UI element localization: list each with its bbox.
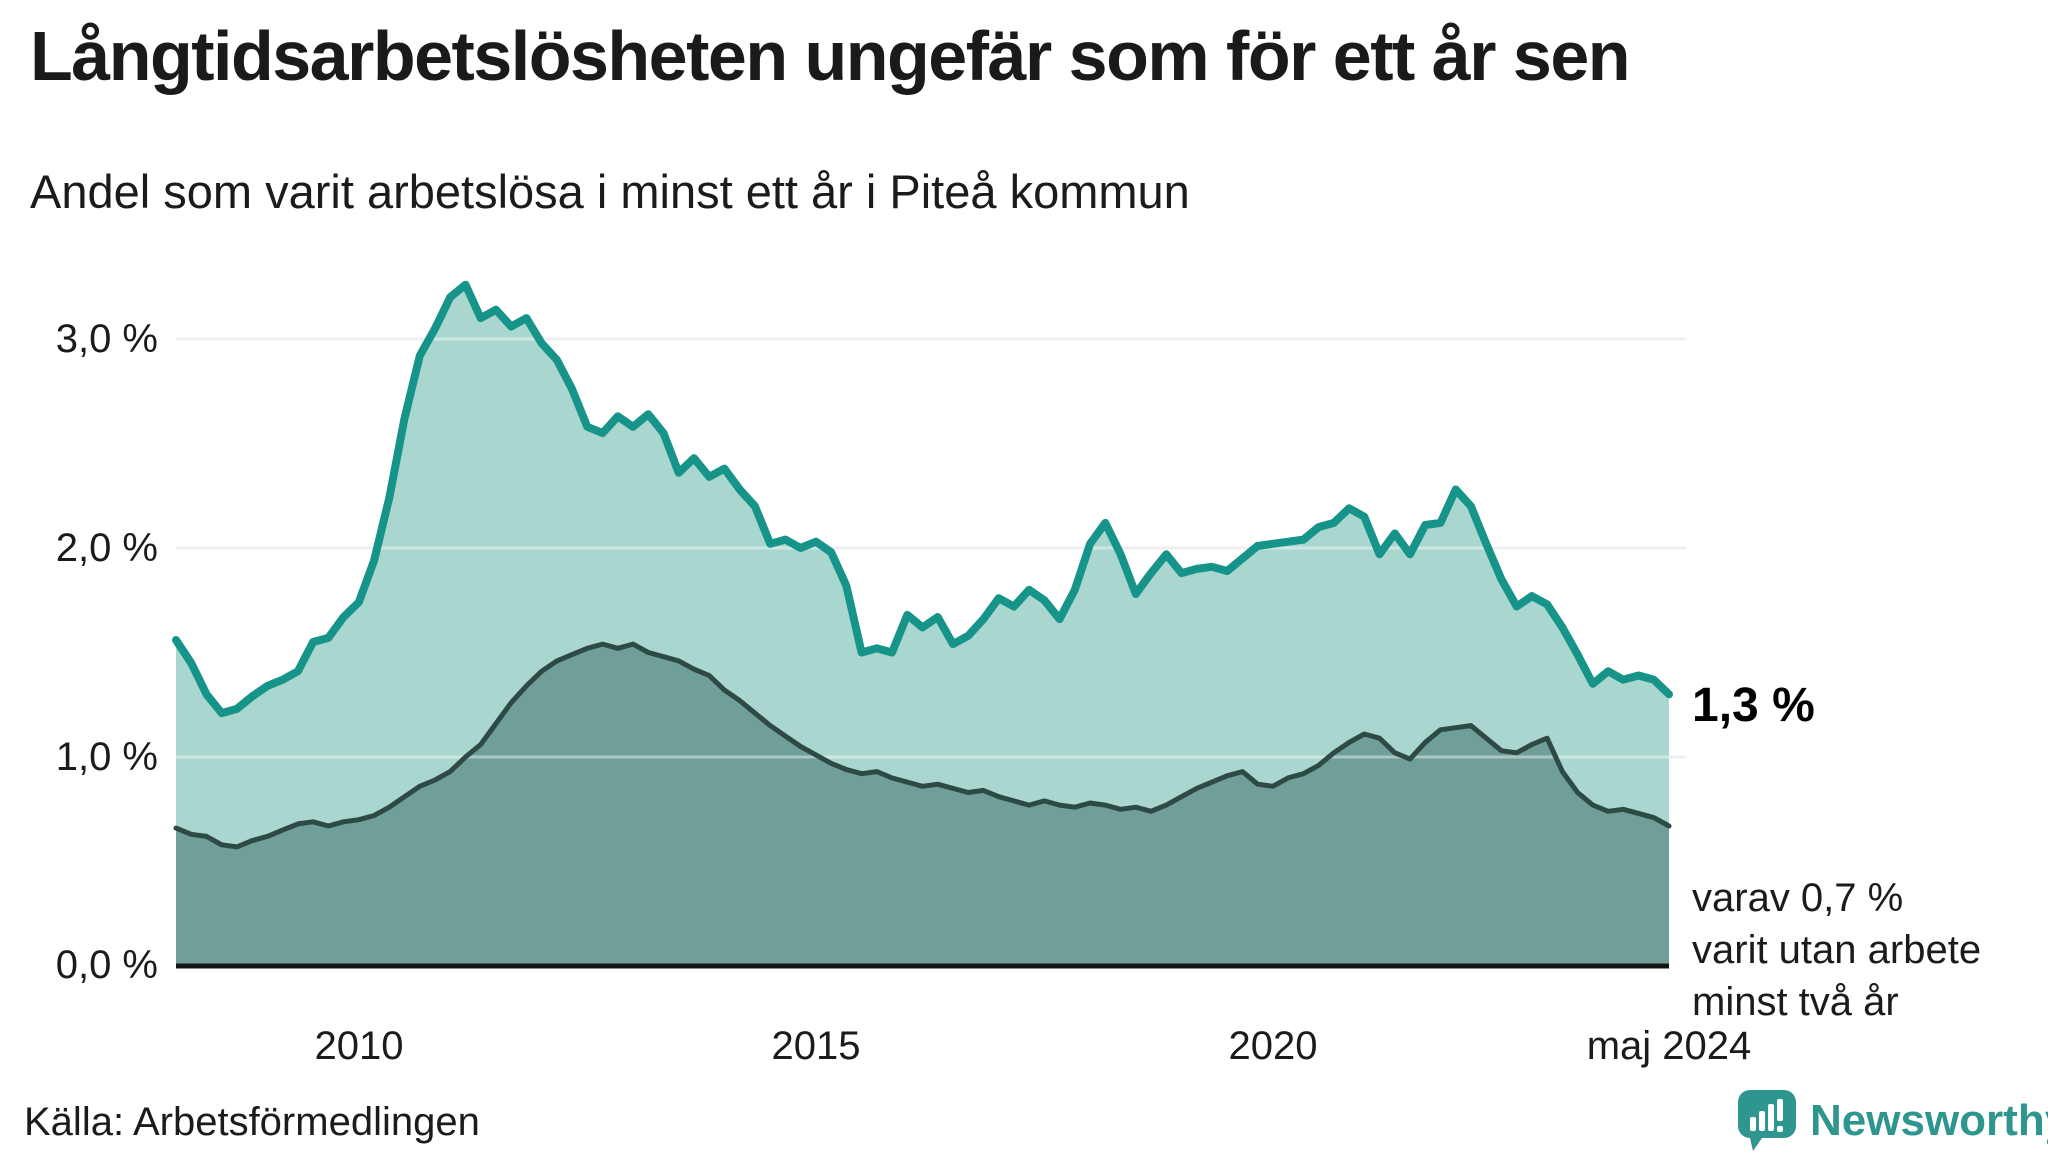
y-axis-tick-label: 1,0 % <box>55 735 158 779</box>
annotation-line: varav 0,7 % <box>1692 876 1904 920</box>
newsworthy-wordmark: Newsworthy <box>1810 1096 2048 1145</box>
annotation-line: minst två år <box>1692 980 1899 1024</box>
newsworthy-logo[interactable]: Newsworthy <box>1738 1090 2048 1152</box>
x-axis-tick-label: maj 2024 <box>1586 1024 1752 1068</box>
series-total-line <box>172 280 1673 718</box>
newsworthy-bubble-icon <box>1738 1090 1796 1151</box>
x-axis-tick-label: 2010 <box>314 1024 404 1068</box>
x-axis-tick-label: 2015 <box>771 1024 861 1068</box>
latest-value-label: 1,3 % <box>1692 679 1815 732</box>
annotation-line: varit utan arbete <box>1692 928 1982 972</box>
y-axis-tick-label: 3,0 % <box>55 317 158 361</box>
chart-subtitle: Andel som varit arbetslösa i minst ett å… <box>30 165 1190 218</box>
y-axis-tick-label: 0,0 % <box>55 943 158 987</box>
bubble-shape <box>1738 1090 1796 1151</box>
y-axis-tick-label: 2,0 % <box>55 526 158 570</box>
source-caption: Källa: Arbetsförmedlingen <box>24 1100 480 1144</box>
two-year-share-annotation: varav 0,7 % varit utan arbete minst två … <box>1692 872 1981 1028</box>
series-two-year-line <box>173 641 1672 850</box>
x-axis-tick-label: 2020 <box>1228 1024 1318 1068</box>
chart-title: Långtidsarbetslösheten ungefär som för e… <box>30 17 1631 95</box>
series-two-year-area <box>176 644 1669 966</box>
